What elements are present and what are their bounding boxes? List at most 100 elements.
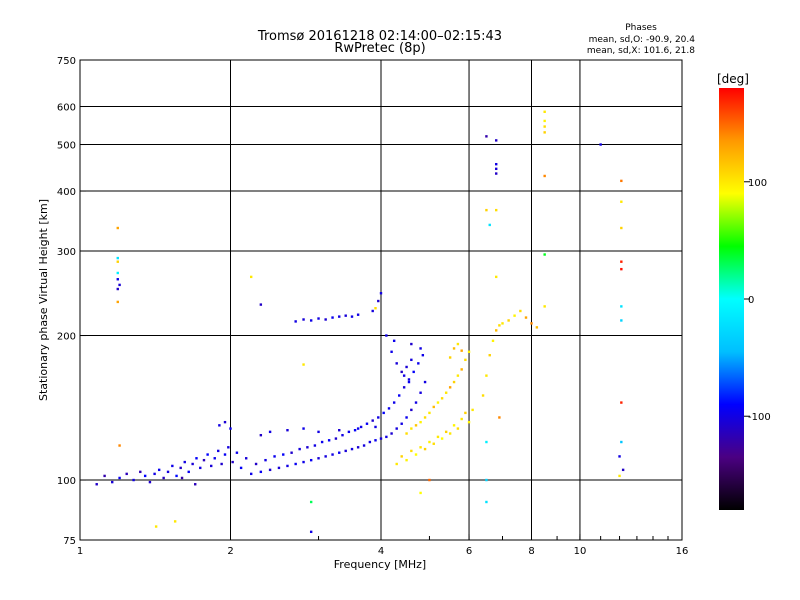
x-tick-label: 1 [77,546,83,557]
data-point-o [148,480,152,484]
data-point-x [448,432,452,435]
data-point-x [423,447,427,451]
data-point-o [410,342,413,346]
data-point-x [485,208,488,212]
data-point-o [371,419,374,422]
data-point-o [382,411,385,415]
data-point-x [495,208,498,212]
data-point-o [309,458,313,462]
data-point-o [400,422,403,425]
data-point-o [239,466,243,470]
data-point-o [286,429,289,432]
data-point-x [428,440,431,444]
data-point-x [481,394,485,397]
data-point-o [334,437,338,440]
data-point-x [519,309,522,313]
data-point-x [485,500,488,504]
data-point-x [405,458,408,462]
data-point-o [273,455,276,458]
data-point-o [344,449,347,453]
data-point-o [338,429,341,432]
data-point-o [264,458,267,462]
colorbar-tick-label: 100 [748,178,767,189]
data-point-o [153,472,156,476]
data-point-o [227,446,230,449]
colorbar-tick-label: 0 [748,295,754,306]
data-point-o [331,453,334,456]
data-point-o [407,380,411,384]
data-point-o [371,309,374,313]
data-point-o [103,474,106,478]
data-point-x [488,223,491,227]
data-point-x [118,444,121,447]
data-point-o [495,167,498,171]
data-point-x [395,462,398,466]
data-point-x [436,401,440,404]
y-tick-label: 750 [57,56,76,67]
data-point-x [501,322,504,325]
y-tick-label: 400 [57,187,76,198]
data-point-x [471,408,474,412]
data-point-o [282,453,285,456]
data-point-o [412,370,415,374]
data-point-o [400,370,403,374]
data-point-o [421,353,425,357]
data-point-x [444,430,448,434]
data-point-o [162,476,165,480]
data-point-x [620,226,623,230]
data-point-o [324,455,327,458]
data-point-o [180,476,184,480]
data-point-o [111,480,114,484]
data-point-x [620,305,623,308]
data-point-x [460,349,463,352]
data-point-o [405,416,408,419]
data-point-o [309,319,313,322]
data-point-x [530,322,533,325]
data-point-o [398,394,401,397]
data-point-o [390,432,393,435]
data-point-x [452,347,456,350]
data-point-x [436,435,440,439]
data-point-x [414,453,418,456]
chart-subtitle: RwPretec (8p) [334,41,425,56]
data-point-o [223,420,227,424]
data-point-o [362,444,366,447]
data-point-x [419,446,422,449]
colorbar [719,88,744,510]
data-point-x [116,226,119,230]
data-point-x [543,125,546,128]
data-point-o [220,462,223,466]
data-point-o [387,407,391,410]
data-point-o [405,365,408,369]
data-point-o [202,458,206,462]
data-point-o [166,470,170,474]
data-point-x [485,440,488,444]
data-point-o [206,453,209,456]
data-point-o [341,433,344,437]
data-point-o [268,430,272,434]
data-point-o [344,314,347,317]
data-point-x [116,300,119,304]
data-point-o [379,292,383,295]
data-point-x [524,316,528,319]
y-tick-label: 100 [57,476,76,487]
data-point-x [495,329,498,332]
data-point-o [368,440,372,444]
data-point-o [402,374,406,377]
data-point-x [620,179,623,183]
data-point-x [618,474,621,478]
data-point-o [495,139,498,142]
data-point-o [302,318,305,321]
chart-title: Tromsø 20161218 02:14:00–02:15:43 [257,29,502,44]
colorbar-tick-label: -100 [748,412,771,423]
data-point-o [385,334,388,337]
data-point-o [179,466,182,470]
data-point-x [467,420,471,424]
x-tick-label: 16 [676,546,689,557]
data-point-x [543,119,546,123]
data-point-o [356,446,360,449]
data-point-x [116,256,119,260]
x-tick-label: 8 [528,546,534,557]
data-point-o [379,437,383,440]
